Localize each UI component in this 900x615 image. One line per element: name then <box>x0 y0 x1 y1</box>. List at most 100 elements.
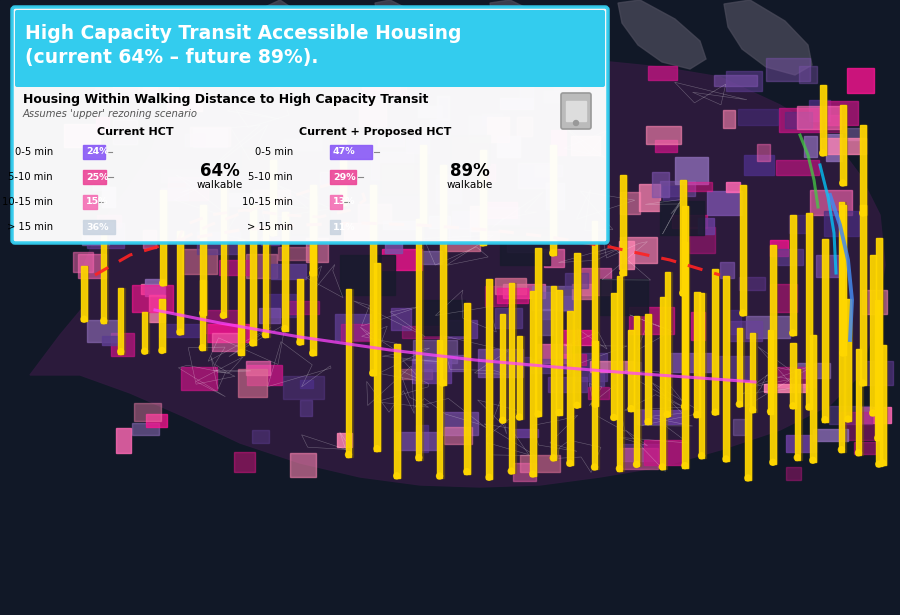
Bar <box>806 213 812 409</box>
Bar <box>770 245 776 464</box>
Bar <box>284 139 321 151</box>
Bar <box>723 109 734 128</box>
Bar <box>696 292 701 416</box>
Bar <box>501 314 507 423</box>
Bar <box>821 138 866 154</box>
Bar <box>230 193 253 207</box>
Circle shape <box>101 318 107 323</box>
Bar <box>745 381 751 480</box>
Circle shape <box>869 410 876 416</box>
Bar <box>652 172 670 197</box>
Bar <box>134 403 161 421</box>
Bar <box>662 186 682 202</box>
Bar <box>311 195 317 355</box>
Bar <box>757 144 770 161</box>
Bar <box>871 255 877 415</box>
Bar <box>763 384 807 392</box>
Bar <box>416 219 421 459</box>
Bar <box>880 345 886 465</box>
Bar <box>861 205 867 385</box>
Circle shape <box>200 310 206 316</box>
Text: 25%: 25% <box>86 172 109 181</box>
Circle shape <box>297 339 303 345</box>
Bar <box>465 303 471 474</box>
Bar <box>358 99 386 126</box>
Bar <box>796 369 802 459</box>
Bar <box>845 300 850 421</box>
Circle shape <box>177 329 183 335</box>
Bar <box>798 66 816 84</box>
Bar <box>444 427 472 445</box>
Circle shape <box>238 349 244 355</box>
Circle shape <box>839 446 844 453</box>
Text: walkable: walkable <box>197 180 243 190</box>
Circle shape <box>745 475 751 481</box>
Bar <box>790 215 796 335</box>
Bar <box>116 428 131 453</box>
Bar <box>400 369 432 379</box>
Bar <box>660 297 665 469</box>
Text: walkable: walkable <box>447 180 493 190</box>
Bar <box>655 140 677 151</box>
Bar <box>716 356 751 379</box>
Text: Current HCT: Current HCT <box>96 127 174 137</box>
Bar <box>822 85 827 155</box>
Bar <box>514 429 538 437</box>
Bar <box>143 87 177 96</box>
Bar <box>442 165 447 385</box>
Bar <box>340 140 346 205</box>
Bar <box>371 152 413 179</box>
Bar <box>870 255 876 415</box>
Bar <box>694 292 699 416</box>
Bar <box>824 101 858 125</box>
Circle shape <box>374 446 380 451</box>
Text: 0-5 min: 0-5 min <box>14 147 53 157</box>
Bar <box>861 125 867 215</box>
Bar <box>742 185 747 315</box>
Bar <box>283 212 288 331</box>
Bar <box>752 333 757 412</box>
Bar <box>860 205 866 385</box>
FancyBboxPatch shape <box>12 7 608 243</box>
Bar <box>594 341 599 407</box>
Bar <box>470 206 482 231</box>
Bar <box>766 58 810 81</box>
Bar <box>200 280 205 349</box>
Bar <box>544 249 564 267</box>
Text: 29%: 29% <box>333 172 356 181</box>
Circle shape <box>634 461 640 467</box>
Bar <box>533 292 560 319</box>
Circle shape <box>645 419 651 424</box>
Bar <box>565 273 589 288</box>
Bar <box>286 301 319 314</box>
Bar <box>787 435 815 451</box>
Bar <box>517 117 532 136</box>
Bar <box>581 268 611 295</box>
Bar <box>421 145 427 225</box>
Bar <box>878 238 883 466</box>
Circle shape <box>573 121 579 125</box>
Bar <box>370 52 397 77</box>
Text: Housing Within Walking Distance to High Capacity Transit: Housing Within Walking Distance to High … <box>23 93 428 106</box>
Bar <box>201 280 207 349</box>
Bar <box>87 223 124 248</box>
Circle shape <box>682 462 688 469</box>
Bar <box>628 330 634 411</box>
Bar <box>330 220 340 234</box>
Bar <box>482 150 487 245</box>
Bar <box>551 287 556 460</box>
Bar <box>178 231 184 334</box>
Bar <box>824 211 859 237</box>
Bar <box>876 238 882 466</box>
Bar <box>689 227 716 253</box>
Bar <box>747 381 752 480</box>
Bar <box>517 336 522 419</box>
Bar <box>205 311 241 333</box>
Bar <box>552 145 557 255</box>
Bar <box>382 248 422 270</box>
Bar <box>532 292 537 476</box>
Bar <box>795 369 800 459</box>
Bar <box>644 440 682 465</box>
Circle shape <box>270 230 275 236</box>
Bar <box>112 333 134 356</box>
